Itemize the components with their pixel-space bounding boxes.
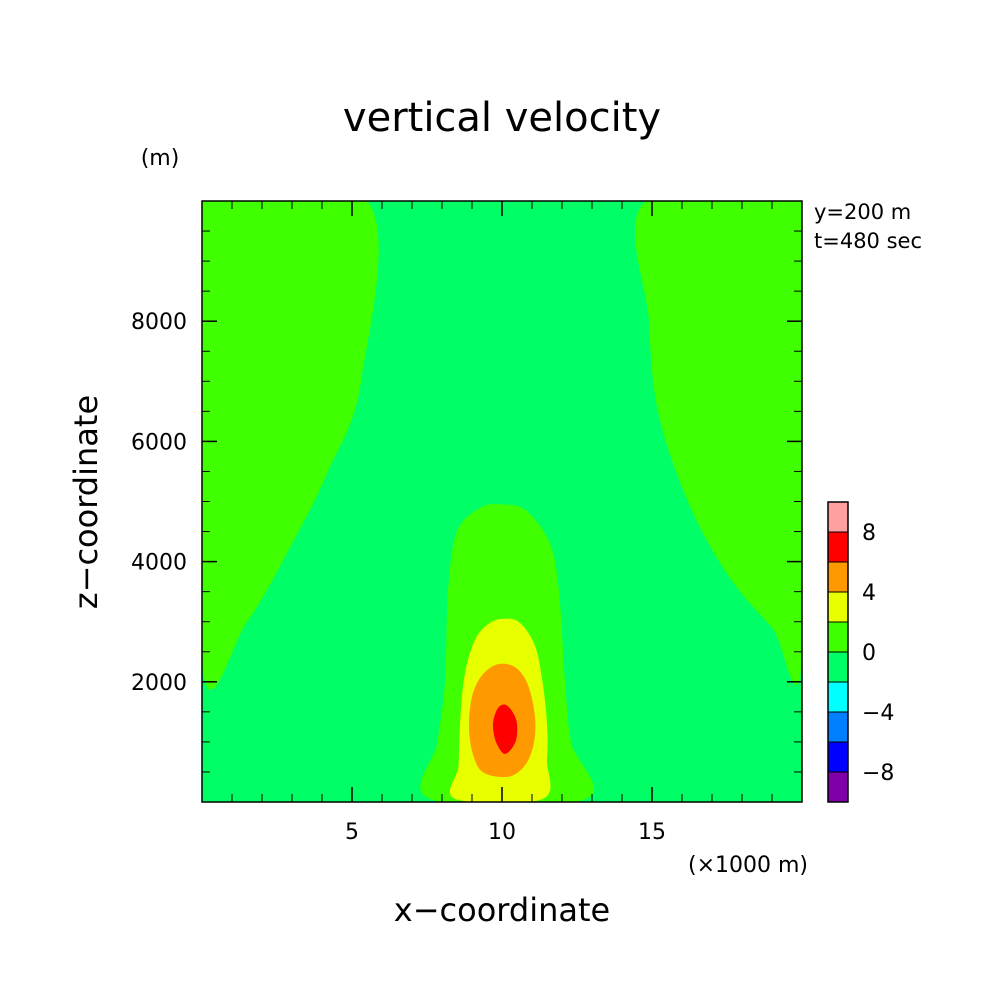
axis-ticks: 5 10 15 2000 4000 6000 8000 (131, 201, 802, 845)
colorbar-swatch (827, 711, 849, 743)
contour-region-0-0 (202, 201, 379, 690)
colorbar-swatch (827, 681, 849, 713)
colorbar-swatch (827, 621, 849, 653)
y-tick-label: 2000 (131, 671, 187, 696)
x-axis-title: x−coordinate (394, 891, 610, 929)
colorbar-tick-label: 8 (862, 521, 876, 546)
colorbar-swatch (827, 651, 849, 683)
contour-region-0-1 (635, 201, 802, 686)
colorbar-swatch (827, 741, 849, 773)
plot-area (201, 200, 803, 803)
colorbar-swatch (827, 501, 849, 533)
colorbar-tick-label: −8 (862, 761, 894, 786)
x-tick-label: 5 (345, 820, 359, 845)
x-tick-label: 10 (488, 820, 516, 845)
annotation-time: t=480 sec (814, 229, 922, 253)
colorbar-swatch (827, 771, 849, 803)
colorbar-tick-label: −4 (862, 701, 894, 726)
colorbar-swatch (827, 561, 849, 593)
x-tick-label: 15 (638, 820, 666, 845)
y-tick-label: 6000 (131, 430, 187, 455)
x-unit-label: (×1000 m) (688, 853, 808, 878)
annotation-y-position: y=200 m (814, 200, 911, 224)
colorbar-tick-label: 4 (862, 581, 876, 606)
y-tick-label: 4000 (131, 551, 187, 576)
contour-region-3-0 (492, 704, 518, 754)
colorbar: −8 −4 0 4 8 (827, 501, 894, 803)
y-unit-label: (m) (141, 146, 180, 171)
colorbar-swatch (827, 591, 849, 623)
colorbar-swatch (827, 531, 849, 563)
y-axis-title: z−coordinate (67, 395, 105, 609)
colorbar-frame (827, 501, 849, 803)
y-tick-label: 8000 (131, 310, 187, 335)
colorbar-tick-label: 0 (862, 641, 876, 666)
chart-title: vertical velocity (343, 95, 661, 141)
